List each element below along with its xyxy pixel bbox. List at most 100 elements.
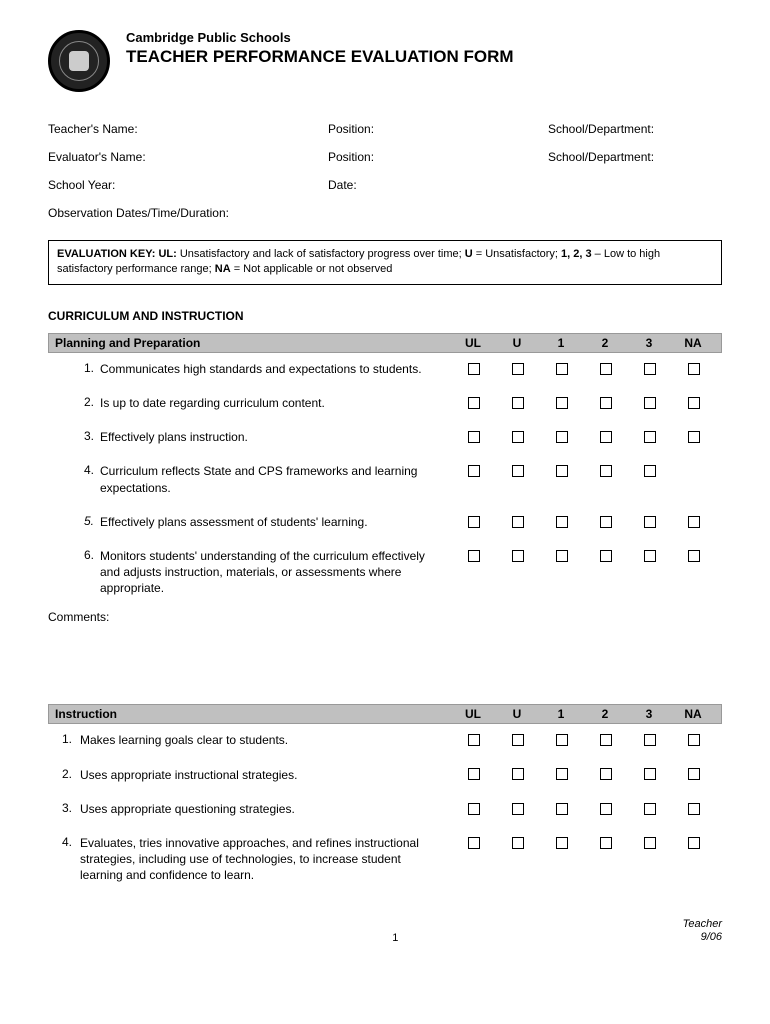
check-slot xyxy=(672,548,716,562)
checkbox-icon[interactable] xyxy=(512,734,524,746)
check-slot xyxy=(628,767,672,781)
checkbox-icon[interactable] xyxy=(512,768,524,780)
rating-header-NA: NA xyxy=(671,707,715,721)
checkbox-icon[interactable] xyxy=(688,734,700,746)
checkbox-icon[interactable] xyxy=(644,431,656,443)
checkbox-icon[interactable] xyxy=(512,837,524,849)
item-number: 2. xyxy=(54,767,80,781)
checkbox-icon[interactable] xyxy=(688,550,700,562)
checkbox-icon[interactable] xyxy=(468,516,480,528)
check-slot xyxy=(452,732,496,746)
checkbox-icon[interactable] xyxy=(512,363,524,375)
checkbox-icon[interactable] xyxy=(688,837,700,849)
checkbox-icon[interactable] xyxy=(512,550,524,562)
check-slot xyxy=(672,429,716,443)
check-slot xyxy=(628,548,672,562)
checkbox-icon[interactable] xyxy=(556,734,568,746)
checkbox-icon[interactable] xyxy=(512,431,524,443)
comments-label: Comments: xyxy=(48,610,722,624)
check-slot xyxy=(540,548,584,562)
check-slot xyxy=(496,361,540,375)
section1-title: CURRICULUM AND INSTRUCTION xyxy=(48,309,722,323)
rating-header-NA: NA xyxy=(671,336,715,350)
checkbox-icon[interactable] xyxy=(556,768,568,780)
checkbox-icon[interactable] xyxy=(556,431,568,443)
checkbox-icon[interactable] xyxy=(644,734,656,746)
checkbox-icon[interactable] xyxy=(556,837,568,849)
check-slot xyxy=(584,835,628,849)
date-label: Date: xyxy=(328,178,548,192)
checkbox-icon[interactable] xyxy=(468,550,480,562)
checkbox-icon[interactable] xyxy=(512,516,524,528)
checkbox-icon[interactable] xyxy=(468,431,480,443)
check-slot xyxy=(584,514,628,528)
check-slot xyxy=(584,548,628,562)
check-slot xyxy=(496,732,540,746)
check-slot xyxy=(452,835,496,849)
checkbox-icon[interactable] xyxy=(644,837,656,849)
checkbox-icon[interactable] xyxy=(512,465,524,477)
key-prefix: EVALUATION KEY: UL: xyxy=(57,248,177,260)
checkbox-icon[interactable] xyxy=(468,837,480,849)
check-slot xyxy=(496,514,540,528)
checkbox-icon[interactable] xyxy=(556,803,568,815)
checkbox-icon[interactable] xyxy=(600,734,612,746)
checkbox-icon[interactable] xyxy=(600,550,612,562)
checkbox-icon[interactable] xyxy=(468,363,480,375)
checkbox-icon[interactable] xyxy=(688,431,700,443)
checkbox-icon[interactable] xyxy=(468,465,480,477)
checkbox-icon[interactable] xyxy=(556,363,568,375)
check-slot xyxy=(584,767,628,781)
checkbox-icon[interactable] xyxy=(468,803,480,815)
checkbox-icon[interactable] xyxy=(468,734,480,746)
check-slot xyxy=(672,801,716,815)
checkbox-icon[interactable] xyxy=(512,803,524,815)
checkbox-icon[interactable] xyxy=(556,516,568,528)
item-text: Effectively plans instruction. xyxy=(100,429,452,445)
check-slot xyxy=(672,395,716,409)
checkbox-icon[interactable] xyxy=(688,768,700,780)
checkbox-icon[interactable] xyxy=(644,516,656,528)
checkbox-icon[interactable] xyxy=(600,837,612,849)
item-text: Is up to date regarding curriculum conte… xyxy=(100,395,452,411)
check-slot xyxy=(496,801,540,815)
item-number: 6. xyxy=(72,548,100,562)
checkbox-icon[interactable] xyxy=(688,516,700,528)
section1-subtitle: Planning and Preparation xyxy=(55,336,451,350)
checkbox-icon[interactable] xyxy=(688,803,700,815)
checkbox-icon[interactable] xyxy=(600,516,612,528)
checkbox-icon[interactable] xyxy=(600,363,612,375)
item-checks xyxy=(452,361,716,375)
checkbox-icon[interactable] xyxy=(644,465,656,477)
check-slot xyxy=(452,361,496,375)
checkbox-icon[interactable] xyxy=(600,431,612,443)
checkbox-icon[interactable] xyxy=(644,803,656,815)
checkbox-icon[interactable] xyxy=(600,465,612,477)
checkbox-icon[interactable] xyxy=(512,397,524,409)
title-block: Cambridge Public Schools TEACHER PERFORM… xyxy=(126,30,514,67)
checkbox-icon[interactable] xyxy=(688,363,700,375)
checkbox-icon[interactable] xyxy=(556,550,568,562)
rating-header-cols: ULU123NA xyxy=(451,336,715,350)
checkbox-icon[interactable] xyxy=(468,397,480,409)
check-slot xyxy=(496,395,540,409)
check-slot xyxy=(628,514,672,528)
check-slot xyxy=(540,514,584,528)
checkbox-icon[interactable] xyxy=(600,768,612,780)
checkbox-icon[interactable] xyxy=(600,803,612,815)
checkbox-icon[interactable] xyxy=(688,397,700,409)
eval-item: 2.Is up to date regarding curriculum con… xyxy=(66,387,722,421)
checkbox-icon[interactable] xyxy=(468,768,480,780)
rating-header-U: U xyxy=(495,336,539,350)
checkbox-icon[interactable] xyxy=(556,465,568,477)
page-number: 1 xyxy=(108,932,683,944)
checkbox-icon[interactable] xyxy=(600,397,612,409)
checkbox-icon[interactable] xyxy=(644,768,656,780)
eval-item: 1.Makes learning goals clear to students… xyxy=(48,724,722,758)
seal-icon xyxy=(48,30,110,92)
checkbox-icon[interactable] xyxy=(644,363,656,375)
checkbox-icon[interactable] xyxy=(644,397,656,409)
checkbox-icon[interactable] xyxy=(556,397,568,409)
checkbox-icon[interactable] xyxy=(644,550,656,562)
item-number: 5. xyxy=(72,514,100,528)
